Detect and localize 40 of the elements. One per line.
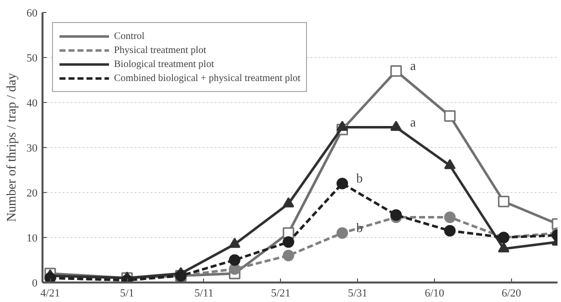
annotation: b: [356, 170, 363, 186]
y-tick-label: 40: [26, 98, 38, 110]
y-tick-label: 30: [26, 142, 38, 154]
point: [390, 120, 402, 131]
legend-label: Biological treatment plot: [114, 58, 214, 71]
y-tick-label: 60: [26, 8, 38, 20]
point: [498, 242, 510, 252]
y-tick-label: 10: [26, 232, 38, 244]
point: [390, 209, 402, 221]
annotation: a: [410, 58, 416, 73]
y-tick-label: 0: [32, 278, 38, 290]
point: [336, 120, 348, 131]
point: [390, 65, 402, 77]
legend-label: Physical treatment plot: [114, 44, 206, 57]
y-tick-label: 50: [26, 52, 38, 64]
legend-label: Control: [114, 30, 145, 43]
point: [444, 158, 456, 170]
point: [444, 225, 456, 236]
legend-label: Combined biological + physical treatment plot: [114, 72, 300, 85]
x-tick-label: 5/21: [271, 288, 291, 300]
x-tick-label: 4/21: [40, 288, 60, 300]
point: [228, 263, 240, 275]
x-tick-label: 6/20: [502, 288, 522, 300]
x-tick-label: 6/10: [424, 288, 445, 300]
x-tick-label: 5/11: [194, 288, 214, 300]
point: [282, 250, 294, 262]
y-axis-title: Number of thrips / trap / day: [4, 72, 18, 222]
point: [336, 178, 348, 190]
point: [228, 254, 240, 266]
x-tick-label: 5/31: [348, 288, 368, 300]
point: [228, 238, 240, 248]
point: [498, 196, 510, 208]
point: [444, 110, 456, 122]
point: [336, 227, 348, 239]
point: [282, 236, 294, 248]
point: [282, 197, 294, 208]
point: [444, 212, 456, 223]
annotation: a: [410, 114, 416, 130]
y-tick-label: 20: [26, 188, 38, 200]
x-tick-label: 5/1: [120, 288, 134, 300]
